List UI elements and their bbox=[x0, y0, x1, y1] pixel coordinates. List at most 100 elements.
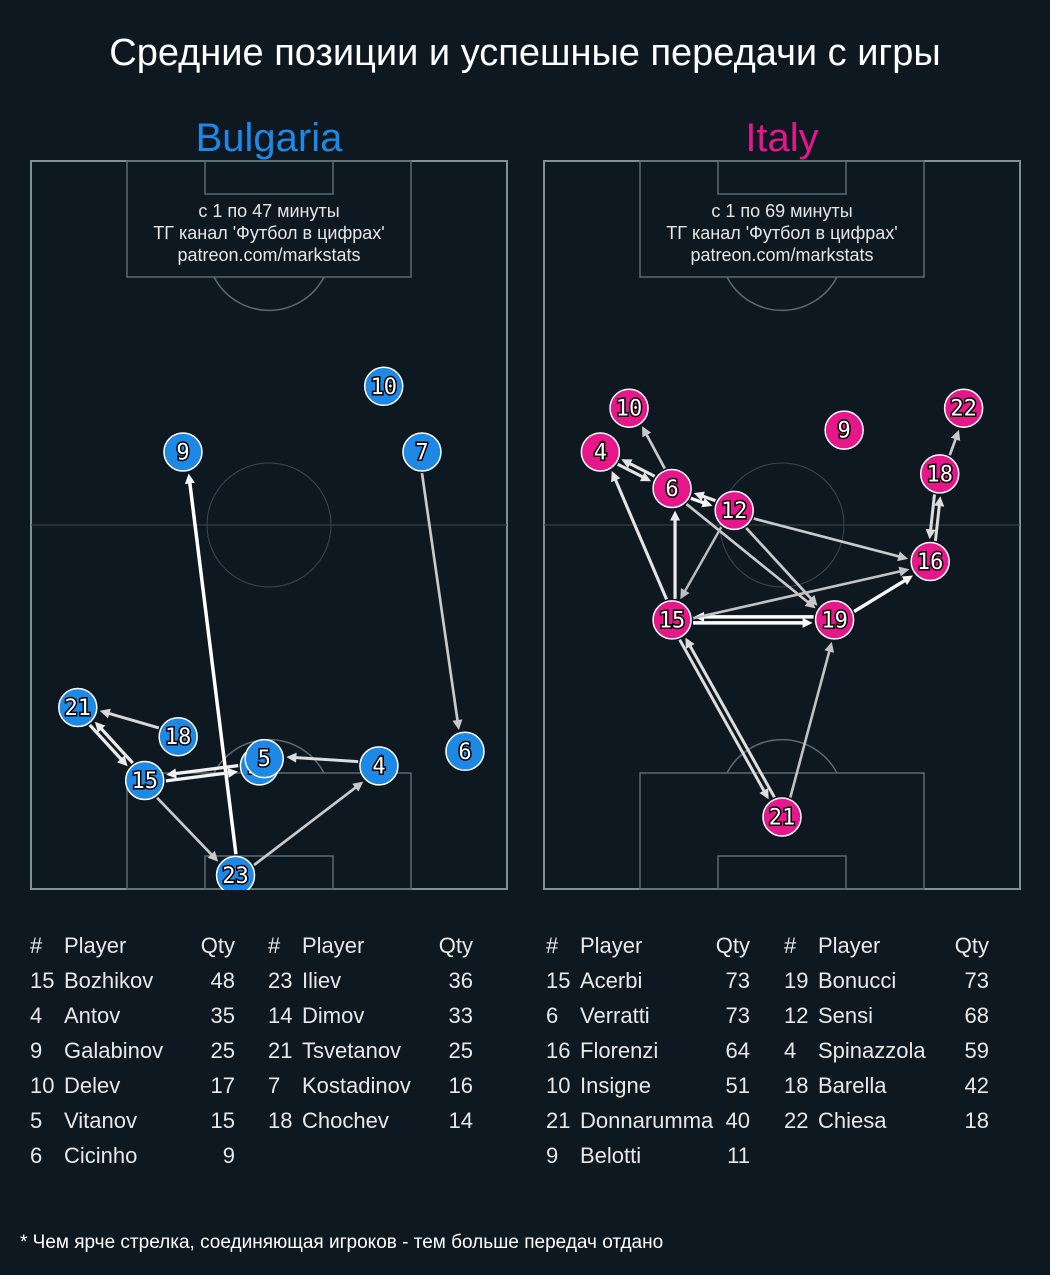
pass-arrowhead-23-to-9 bbox=[184, 473, 195, 485]
pass-arrowhead-12-to-15 bbox=[680, 588, 690, 600]
pass-arrowhead-6-to-4 bbox=[621, 459, 633, 469]
pass-arrow-15-to-4 bbox=[612, 475, 668, 601]
bottom-goal-box bbox=[717, 855, 847, 890]
pass-arrow-6-to-19 bbox=[685, 502, 812, 606]
cell-number: # bbox=[30, 933, 43, 958]
cell-number: 21 bbox=[268, 1038, 293, 1063]
pass-arrowhead-18-to-21 bbox=[99, 708, 111, 719]
pass-arrowhead-18-to-22 bbox=[950, 429, 961, 442]
pass-arrowhead-15-to-21 bbox=[94, 721, 106, 733]
bottom-penalty-box bbox=[126, 772, 412, 890]
table-row: 7 Kostadinov 16 bbox=[268, 1068, 473, 1103]
top-goal-box bbox=[204, 160, 334, 195]
info-channel: ТГ канал 'Футбол в цифрах' bbox=[666, 223, 898, 243]
table-header-row: # Player Qty bbox=[268, 928, 473, 963]
player-number-5: 5 bbox=[258, 747, 271, 772]
player-number-6: 6 bbox=[665, 477, 678, 502]
top-penalty-arc bbox=[726, 276, 838, 312]
pass-arrow-16-to-18 bbox=[933, 501, 942, 542]
pass-arrowhead-15-to-21 bbox=[759, 788, 769, 800]
player-marker-4 bbox=[580, 432, 621, 472]
cell-qty: Qty bbox=[438, 933, 473, 958]
cell-player: Player bbox=[64, 933, 127, 958]
cell-player: Player bbox=[818, 933, 881, 958]
player-marker-22 bbox=[943, 388, 984, 428]
cell-player: Florenzi bbox=[580, 1038, 659, 1063]
cell-qty: Qty bbox=[954, 933, 989, 958]
pitch-map-italy: 10 22 9 4 18 6 12 16 15 19 21 bbox=[543, 160, 1021, 890]
cell-qty: 64 bbox=[725, 1038, 750, 1063]
pass-arrowhead-15-to-4 bbox=[611, 471, 621, 483]
cell-qty: 42 bbox=[964, 1073, 989, 1098]
bottom-penalty-arc bbox=[726, 738, 838, 774]
cell-player: Player bbox=[580, 933, 643, 958]
pass-arrow-21-to-19 bbox=[789, 647, 832, 798]
cell-player: Verratti bbox=[580, 1003, 650, 1028]
player-number-19: 19 bbox=[821, 608, 848, 633]
table-row: 10 Delev 17 bbox=[30, 1068, 235, 1103]
pass-arrow-4-to-6 bbox=[617, 462, 647, 480]
table-row: 15 Bozhikov 48 bbox=[30, 963, 235, 998]
page-title: Средние позиции и успешные передачи с иг… bbox=[109, 32, 941, 74]
player-marker-5 bbox=[244, 738, 284, 779]
pass-arrow-6-to-10 bbox=[643, 430, 666, 470]
cell-qty: Qty bbox=[200, 933, 235, 958]
pass-arrow-4-to-5 bbox=[292, 755, 359, 764]
cell-qty: 11 bbox=[727, 1143, 750, 1168]
pass-arrow-23-to-4 bbox=[253, 784, 360, 867]
pass-arrow-15-to-14 bbox=[165, 770, 233, 783]
cell-qty: 73 bbox=[725, 1003, 750, 1028]
cell-number: 6 bbox=[30, 1143, 43, 1168]
cell-player: Delev bbox=[64, 1073, 121, 1098]
table-row: 6 Verratti 73 bbox=[546, 998, 750, 1033]
team-name-bulgaria: Bulgaria bbox=[195, 116, 343, 160]
pass-arrowhead-15-to-16 bbox=[898, 566, 910, 577]
table-row: 23 Iliev 36 bbox=[268, 963, 473, 998]
table-header-row: # Player Qty bbox=[30, 928, 235, 963]
player-marker-9 bbox=[163, 432, 203, 472]
player-marker-4 bbox=[359, 746, 399, 786]
top-penalty-arc bbox=[213, 276, 325, 312]
cell-number: 7 bbox=[268, 1073, 281, 1098]
cell-number: 15 bbox=[30, 968, 55, 993]
info-box-bulgaria: с 1 по 47 минуты ТГ канал 'Футбол в цифр… bbox=[30, 200, 508, 266]
info-patreon: patreon.com/markstats bbox=[177, 245, 361, 265]
player-marker-21 bbox=[762, 797, 802, 837]
pass-arrow-6-to-4 bbox=[625, 460, 656, 478]
player-marker-12 bbox=[714, 490, 754, 531]
table-row: 21 Donnarumma 40 bbox=[546, 1103, 750, 1138]
cell-player: Bonucci bbox=[818, 968, 897, 993]
table-row: 18 Barella 42 bbox=[784, 1068, 989, 1103]
cell-number: 14 bbox=[268, 1003, 293, 1028]
pass-arrowhead-23-to-4 bbox=[352, 781, 364, 792]
pass-arrowhead-15-to-23 bbox=[207, 850, 219, 862]
cell-qty: 9 bbox=[222, 1143, 235, 1168]
info-channel: ТГ канал 'Футбол в цифрах' bbox=[153, 223, 385, 243]
pass-arrowhead-18-to-16 bbox=[925, 528, 936, 540]
table-row: 14 Dimov 33 bbox=[268, 998, 473, 1033]
pass-arrow-15-to-21 bbox=[678, 638, 768, 795]
top-goal-box bbox=[717, 160, 847, 195]
cell-player: Sensi bbox=[818, 1003, 874, 1028]
cell-qty: Qty bbox=[715, 933, 750, 958]
cell-player: Barella bbox=[818, 1073, 887, 1098]
cell-qty: 59 bbox=[964, 1038, 989, 1063]
player-number-22: 22 bbox=[950, 397, 977, 422]
pass-arrowhead-21-to-15 bbox=[685, 637, 695, 649]
cell-number: 4 bbox=[784, 1038, 797, 1063]
cell-qty: 51 bbox=[725, 1073, 750, 1098]
info-patreon: patreon.com/markstats bbox=[690, 245, 874, 265]
pass-arrow-18-to-21 bbox=[105, 711, 160, 730]
cell-number: 4 bbox=[30, 1003, 43, 1028]
cell-qty: 25 bbox=[448, 1038, 473, 1063]
pass-arrowhead-15-to-19 bbox=[802, 617, 813, 628]
player-number-16: 16 bbox=[917, 550, 944, 575]
pass-arrowhead-4-to-5 bbox=[286, 752, 297, 763]
player-number-4: 4 bbox=[594, 441, 607, 466]
cell-number: # bbox=[268, 933, 281, 958]
cell-player: Iliev bbox=[302, 968, 342, 993]
cell-player: Acerbi bbox=[580, 968, 643, 993]
pass-arrow-18-to-16 bbox=[928, 494, 936, 534]
table-row: 22 Chiesa 18 bbox=[784, 1103, 989, 1138]
pass-arrowhead-21-to-15 bbox=[117, 755, 128, 767]
